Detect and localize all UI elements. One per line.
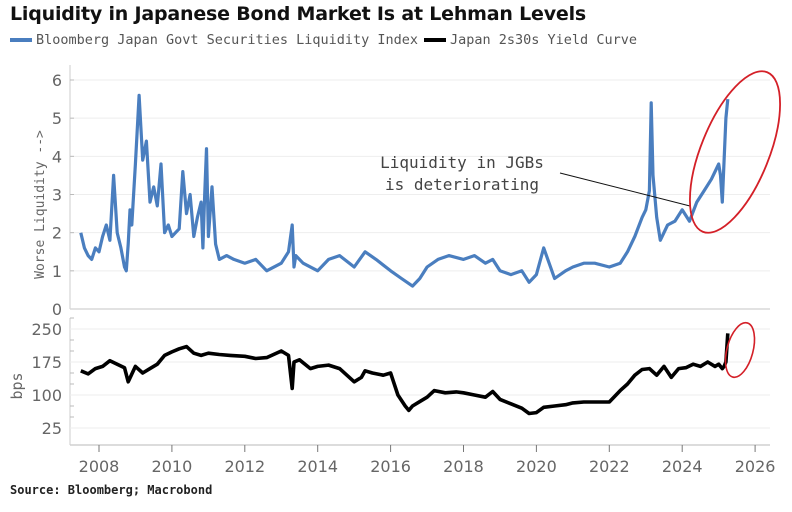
top-y-tick-label: 3 [52, 186, 62, 205]
top-y-tick-label: 2 [52, 224, 62, 243]
top-y-tick-label: 1 [52, 262, 62, 281]
top-y-tick-label: 0 [52, 300, 62, 319]
legend-label-yield-curve: Japan 2s30s Yield Curve [450, 32, 637, 48]
bottom-y-axis-title: bps [8, 372, 26, 399]
x-tick-label: 2020 [516, 457, 557, 476]
x-tick-label: 2012 [224, 457, 265, 476]
legend-swatch-yield-curve [424, 38, 447, 42]
bottom-y-tick-label: 175 [31, 353, 62, 372]
x-tick-label: 2014 [297, 457, 338, 476]
x-axis: 2008 2010 2012 2014 2016 2018 2020 2022 2024 2026 [70, 444, 776, 476]
top-highlight-ellipse [689, 70, 781, 234]
top-y-tick-label: 5 [52, 109, 62, 128]
x-tick-label: 2026 [735, 457, 776, 476]
x-tick-label: 2008 [79, 457, 120, 476]
bottom-y-tick-label: 250 [31, 320, 62, 339]
bottom-panel: 25 100 175 250 bps [8, 317, 770, 445]
legend-item-liquidity: Bloomberg Japan Govt Securities Liquidit… [10, 32, 418, 48]
annotation-leader-line [559, 172, 690, 207]
bottom-highlight-ellipse [724, 321, 756, 379]
source-note: Source: Bloomberg; Macrobond [10, 483, 213, 497]
yield-curve-line [80, 333, 730, 416]
top-panel: 0 1 2 3 4 5 6 Worse Liquidity --> [33, 65, 781, 319]
chart-title: Liquidity in Japanese Bond Market Is at … [10, 3, 587, 25]
liquidity-index-line [79, 93, 730, 288]
top-y-tick-label: 6 [52, 71, 62, 90]
x-tick-label: 2018 [443, 457, 484, 476]
legend-item-yield-curve: Japan 2s30s Yield Curve [424, 32, 637, 48]
annotation-line: Liquidity in JGBs [380, 153, 544, 172]
legend-swatch-liquidity [10, 38, 32, 42]
annotation-line: is deteriorating [385, 175, 539, 194]
x-tick-label: 2010 [152, 457, 193, 476]
legend: Bloomberg Japan Govt Securities Liquidit… [10, 32, 643, 48]
legend-label-liquidity: Bloomberg Japan Govt Securities Liquidit… [36, 32, 419, 48]
x-tick-label: 2022 [589, 457, 630, 476]
x-tick-label: 2024 [662, 457, 703, 476]
top-y-axis-title: Worse Liquidity --> [33, 130, 48, 279]
bottom-y-tick-label: 25 [42, 419, 62, 438]
top-y-tick-label: 4 [52, 147, 62, 166]
annotation-text: Liquidity in JGBs is deteriorating [380, 153, 544, 194]
bottom-y-tick-label: 100 [31, 386, 62, 405]
x-tick-label: 2016 [370, 457, 411, 476]
